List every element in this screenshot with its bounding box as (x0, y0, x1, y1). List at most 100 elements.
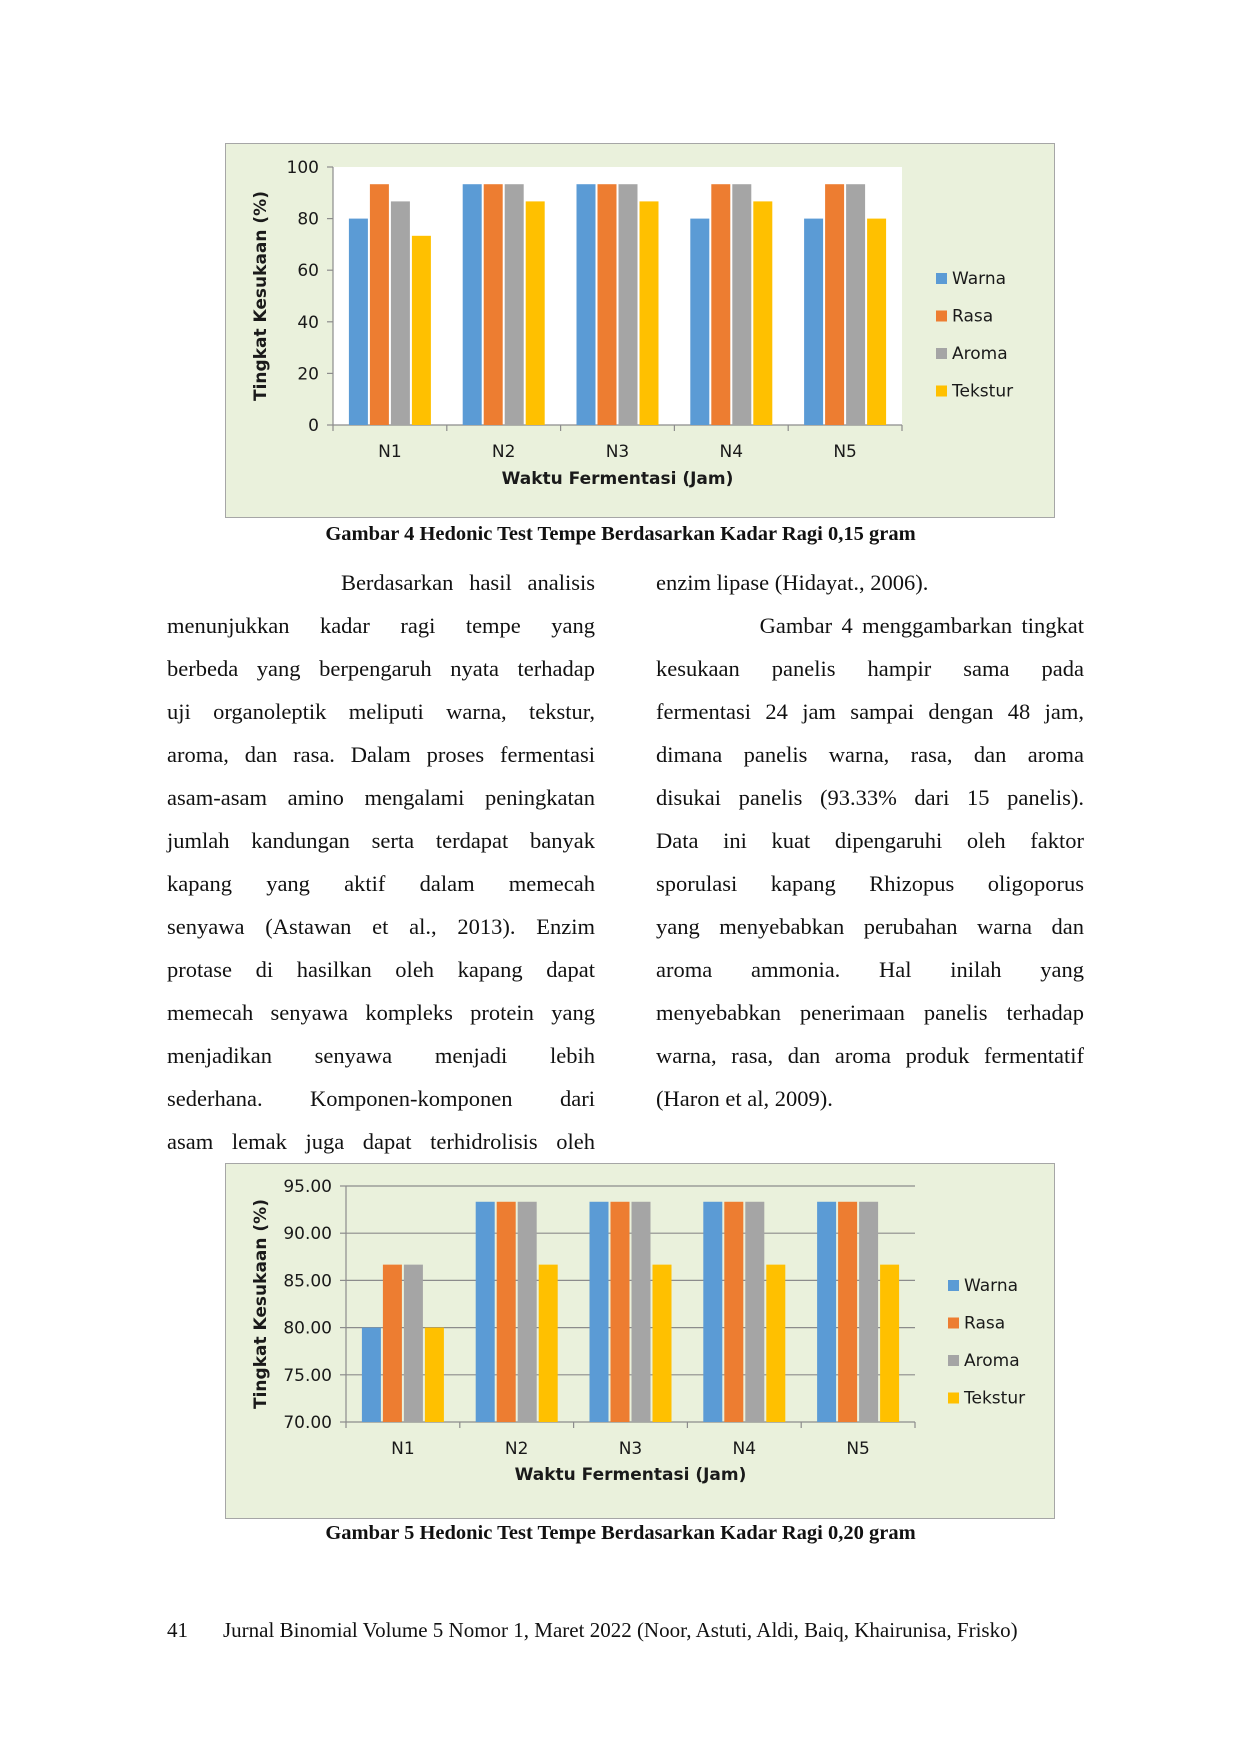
legend-swatch-tekstur (948, 1392, 959, 1404)
y-tick-label: 80.00 (283, 1319, 332, 1339)
x-axis-title: Waktu Fermentasi (Jam) (502, 469, 734, 489)
text-line: menunjukkan kadar ragi tempe yang (167, 613, 595, 638)
bar-rasa-n3 (610, 1201, 630, 1422)
legend-swatch-rasa (948, 1317, 959, 1329)
y-tick-label: 90.00 (283, 1224, 332, 1244)
bar-warna-n3 (576, 184, 596, 425)
text-line: menyebabkan penerimaan panelis terhadap (656, 1000, 1084, 1025)
page-number: 41 (167, 1618, 188, 1642)
text-line: senyawa (Astawan et al., 2013). Enzim (167, 914, 595, 939)
legend-swatch-aroma (936, 348, 947, 359)
bar-warna-n2 (462, 184, 482, 425)
x-tick-label: N5 (833, 442, 857, 462)
x-tick-label: N1 (391, 1439, 415, 1459)
y-tick-label: 20 (297, 364, 319, 384)
y-axis-title: Tingkat Kesukaan (%) (251, 1199, 271, 1409)
legend-label-rasa: Rasa (964, 1314, 1005, 1334)
bar-aroma-n1 (403, 1264, 423, 1422)
text-line: memecah senyawa kompleks protein yang (167, 1000, 595, 1025)
bar-rasa-n1 (369, 184, 389, 425)
legend-label-tekstur: Tekstur (951, 382, 1013, 402)
bar-aroma-n4 (745, 1201, 765, 1422)
legend-label-aroma: Aroma (964, 1351, 1020, 1371)
x-tick-label: N4 (733, 1439, 757, 1459)
legend-label-warna: Warna (952, 269, 1006, 289)
y-tick-label: 70.00 (283, 1413, 332, 1433)
figure-4-chart: 0 20 40 60 80 100 N1 N2 N3 N4 N5 Waktu Fermentasi (… (225, 143, 1055, 518)
y-axis-title: Tingkat Kesukaan (%) (251, 191, 271, 401)
text-line: menjadikan senyawa menjadi lebih (167, 1043, 595, 1068)
bar-rasa-n2 (496, 1201, 516, 1422)
bar-rasa-n5 (825, 184, 845, 425)
bar-rasa-n1 (382, 1264, 402, 1422)
legend-label-tekstur: Tekstur (963, 1389, 1025, 1409)
bar-aroma-n3 (618, 184, 638, 425)
text-line: yang menyebabkan perubahan warna dan (656, 914, 1084, 939)
y-tick-label: 60 (297, 261, 319, 281)
bar-rasa-n4 (711, 184, 731, 425)
text-line: protase di hasilkan oleh kapang dapat (167, 957, 595, 982)
bar-warna-n1 (361, 1327, 381, 1422)
bar-rasa-n4 (724, 1201, 744, 1422)
legend-swatch-warna (936, 273, 947, 284)
legend-swatch-warna (948, 1280, 959, 1291)
legend-label-warna: Warna (964, 1276, 1018, 1296)
text-line: disukai panelis (93.33% dari 15 panelis)… (656, 785, 1084, 810)
x-tick-label: N3 (606, 442, 630, 462)
bar-warna-n2 (475, 1201, 495, 1422)
bar-aroma-n5 (846, 184, 866, 425)
text-line: kesukaan panelis hampir sama pada (656, 656, 1084, 681)
journal-citation: Jurnal Binomial Volume 5 Nomor 1, Maret … (223, 1618, 1018, 1642)
y-tick-label: 0 (308, 416, 319, 436)
legend-swatch-tekstur (936, 385, 947, 397)
x-tick-label: N3 (619, 1439, 643, 1459)
text-line: sederhana. Komponen-komponen dari (167, 1086, 595, 1111)
text-line: (Haron et al, 2009). (656, 1086, 833, 1111)
bar-warna-n3 (589, 1201, 609, 1422)
bar-warna-n5 (817, 1201, 837, 1422)
bar-aroma-n4 (732, 184, 752, 425)
text-line: aroma ammonia. Hal inilah yang (656, 957, 1084, 982)
x-axis-title: Waktu Fermentasi (Jam) (515, 1465, 747, 1485)
legend-label-rasa: Rasa (952, 307, 993, 327)
y-tick-label: 40 (297, 313, 319, 333)
y-tick-label: 95.00 (283, 1177, 332, 1197)
bar-tekstur-n3 (652, 1264, 672, 1422)
legend-swatch-aroma (948, 1355, 959, 1366)
text-line: dimana panelis warna, rasa, dan aroma (656, 742, 1084, 767)
bar-tekstur-n5 (867, 218, 887, 425)
text-line: berbeda yang berpengaruh nyata terhadap (167, 656, 595, 681)
figure-5-chart: 70.00 75.00 80.00 85.00 90.00 95.00 N1 N2 N3 N4 N5… (225, 1163, 1055, 1519)
bar-tekstur-n1 (424, 1327, 444, 1422)
x-tick-label: N5 (846, 1439, 870, 1459)
x-tick-label: N2 (505, 1439, 529, 1459)
figure-5-caption: Gambar 5 Hedonic Test Tempe Berdasarkan … (325, 1522, 916, 1544)
bar-tekstur-n5 (880, 1264, 900, 1422)
bar-warna-n4 (690, 218, 710, 425)
text-line: warna, rasa, dan aroma produk fermentati… (656, 1043, 1084, 1068)
bar-aroma-n5 (859, 1201, 879, 1422)
bar-warna-n5 (804, 218, 824, 425)
figure-4-svg: 0 20 40 60 80 100 N1 N2 N3 N4 N5 Waktu Fermentasi (… (251, 158, 1013, 489)
bar-tekstur-n1 (411, 235, 431, 425)
y-tick-label: 75.00 (283, 1366, 332, 1386)
text-line: Data ini kuat dipengaruhi oleh faktor (656, 828, 1084, 853)
bar-aroma-n3 (631, 1201, 651, 1422)
figure-4-caption: Gambar 4 Hedonic Test Tempe Berdasarkan … (325, 523, 916, 545)
bar-warna-n4 (703, 1201, 723, 1422)
body-text-right-column: enzim lipase (Hidayat., 2006). Gambar 4 … (656, 561, 1084, 1120)
text-line: jumlah kandungan serta terdapat banyak (167, 828, 595, 853)
page-footer: 41 Jurnal Binomial Volume 5 Nomor 1, Mare… (167, 1618, 1097, 1643)
bar-tekstur-n2 (525, 201, 545, 425)
bar-tekstur-n4 (766, 1264, 786, 1422)
y-tick-label: 100 (287, 158, 319, 178)
text-line: asam-asam amino mengalami peningkatan (167, 785, 595, 810)
x-tick-label: N4 (720, 442, 744, 462)
text-line: uji organoleptik meliputi warna, tekstur… (167, 699, 595, 724)
bar-tekstur-n4 (753, 201, 773, 425)
legend-label-aroma: Aroma (952, 344, 1008, 364)
text-line: asam lemak juga dapat terhidrolisis oleh (167, 1129, 595, 1154)
text-line: Gambar 4 menggambarkan tingkat (656, 613, 1084, 638)
y-tick-label: 80 (297, 210, 319, 230)
text-line: sporulasi kapang Rhizopus oligoporus (656, 871, 1084, 896)
